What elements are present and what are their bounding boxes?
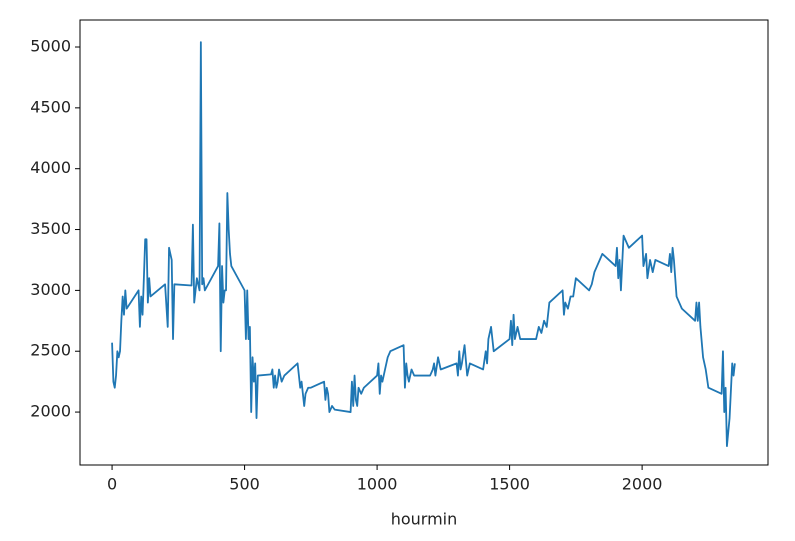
x-tick-label: 0: [107, 475, 117, 494]
x-axis-label: hourmin: [391, 510, 458, 529]
y-tick-label: 5000: [30, 37, 71, 56]
y-tick-label: 2000: [30, 402, 71, 421]
x-tick-label: 500: [229, 475, 260, 494]
x-tick-label: 2000: [622, 475, 663, 494]
y-tick-label: 4000: [30, 158, 71, 177]
y-tick-label: 3500: [30, 219, 71, 238]
axes-frame: [79, 19, 769, 466]
x-tick-label: 1500: [489, 475, 530, 494]
y-tick-label: 3000: [30, 280, 71, 299]
x-tick-label: 1000: [357, 475, 398, 494]
y-tick-label: 4500: [30, 97, 71, 116]
data-line: [111, 41, 736, 448]
y-tick-label: 2500: [30, 341, 71, 360]
